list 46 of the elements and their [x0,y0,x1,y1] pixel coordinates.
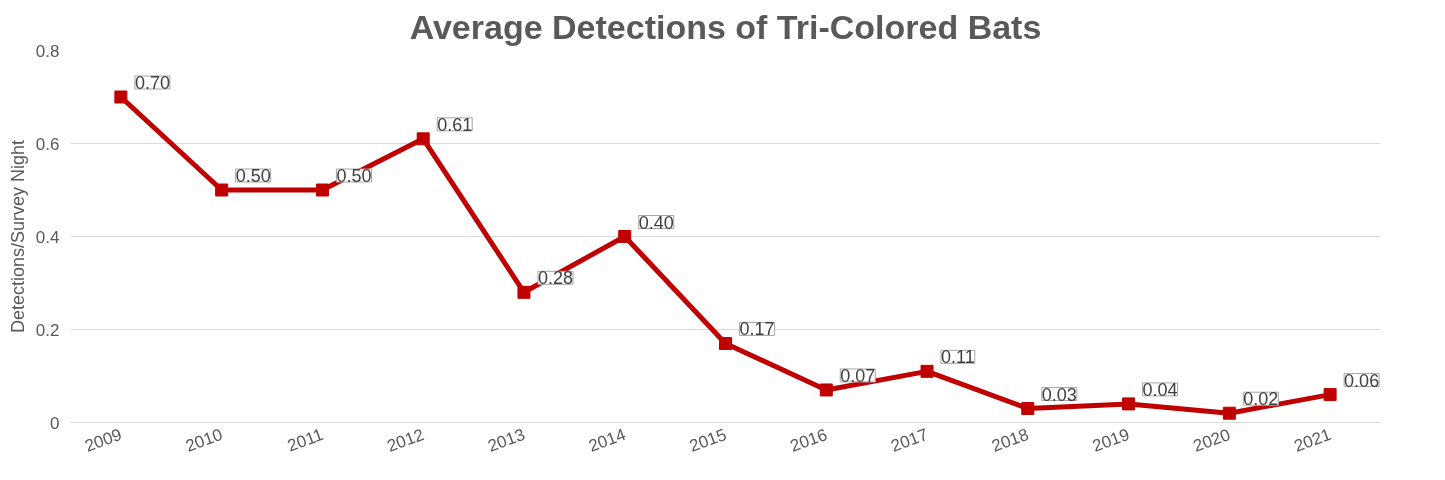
x-tick-label: 2014 [586,425,629,456]
x-tick-label: 2016 [787,425,830,456]
data-label: 0.28 [537,268,574,289]
x-tick-label: 2019 [1089,425,1133,456]
point [315,183,329,197]
point [1222,406,1236,420]
y-tick-label: 0.8 [35,41,60,61]
data-label: 0.70 [134,73,170,93]
data-label: 0.17 [739,319,775,340]
y-tick-label: 0.4 [35,227,60,247]
x-tick-label: 2021 [1291,425,1334,456]
point [819,383,833,397]
x-tick-label: 2013 [485,425,528,456]
point [1323,388,1337,402]
point [719,336,732,350]
data-label: 0.07 [840,365,876,386]
point [215,183,229,197]
point [517,285,531,299]
y-tick-label: 0.2 [35,320,60,340]
data-label: 0.40 [638,212,674,233]
x-tick-label: 2011 [284,425,326,456]
y-tick-label: 0.6 [35,134,60,154]
x-tick-label: 2015 [686,425,729,456]
data-label: 0.61 [437,114,473,135]
x-tick-label: 2012 [384,425,427,456]
data-label: 0.50 [336,166,372,186]
y-axis-title: Detections/Survey Night [7,139,28,334]
data-label: 0.06 [1344,370,1380,391]
data-label: 0.02 [1243,389,1279,410]
point [114,90,128,104]
x-tick-label: 2017 [888,425,931,456]
x-tick-label: 2020 [1190,425,1233,456]
x-tick-label: 2009 [82,425,125,456]
point [1021,402,1035,416]
data-label: 0.03 [1041,384,1077,405]
data-label: 0.50 [235,166,271,186]
point [1122,397,1136,411]
point [618,230,632,243]
data-label: 0.04 [1142,379,1178,400]
x-tick-label: 2010 [183,425,226,456]
y-tick-label: 0 [50,413,60,433]
data-label: 0.11 [941,347,975,368]
point [920,364,934,378]
x-tick-label: 2018 [989,425,1032,456]
point [416,132,430,146]
chart-title: Average Detections of Tri-Colored Bats [409,7,1042,46]
